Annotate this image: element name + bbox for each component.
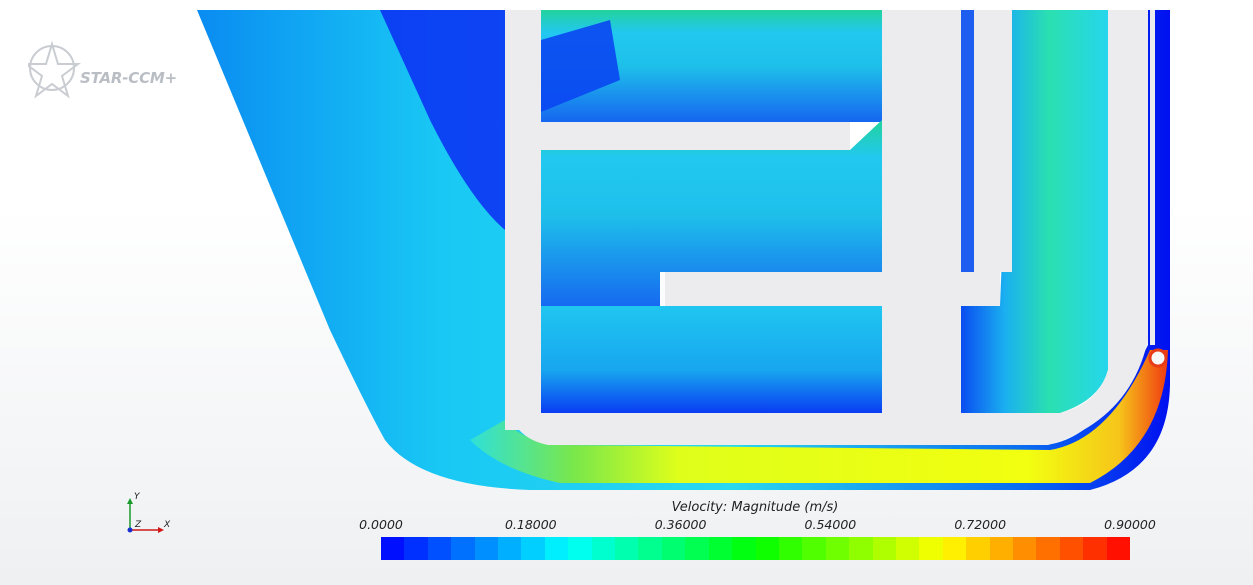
- right-channel-region: [961, 10, 1108, 413]
- star-logo-icon: [28, 40, 81, 99]
- colorbar-cell: [1059, 537, 1084, 560]
- colorbar-cell: [544, 537, 569, 560]
- upper-block-low-zone: [541, 20, 620, 112]
- colorbar-tick-label: 0.18000: [504, 517, 557, 532]
- colorbar-cell: [638, 537, 662, 560]
- colorbar-cell: [732, 537, 756, 560]
- bottom-high-velocity-band: [470, 350, 1168, 483]
- colorbar-tick-label: 0.72000: [954, 517, 1007, 532]
- right-edge-thin-wall: [1150, 10, 1155, 345]
- axis-triad-icon: [127, 498, 164, 533]
- colorbar[interactable]: [381, 537, 1130, 560]
- star-ccm-logo: STAR-CCM+: [28, 40, 218, 100]
- wall-vertical-middle: [882, 10, 961, 430]
- colorbar-cell: [427, 537, 452, 560]
- colorbar-cell: [661, 537, 686, 560]
- colorbar-cell: [615, 537, 639, 560]
- axis-y-label: Y: [134, 492, 140, 502]
- colorbar-cell: [568, 537, 592, 560]
- colorbar-cell: [895, 537, 920, 560]
- colorbar-tick-label: 0.0000: [359, 517, 403, 532]
- wall-vertical-left: [505, 10, 541, 430]
- colorbar-title: Velocity: Magnitude (m/s): [671, 500, 839, 515]
- colorbar-cell: [919, 537, 943, 560]
- colorbar-cell: [989, 537, 1013, 560]
- narrow-slot-region: [961, 10, 974, 272]
- colorbar-cell: [825, 537, 850, 560]
- colorbar-cell: [942, 537, 967, 560]
- colorbar-cell: [966, 537, 990, 560]
- axis-z-label: Z: [135, 520, 142, 530]
- middle-block-region: [541, 120, 882, 310]
- colorbar-cell: [521, 537, 545, 560]
- wall-vertical-right: [974, 10, 1012, 272]
- colorbar-cell: [872, 537, 896, 560]
- colorbar-cell: [381, 537, 405, 560]
- colorbar-tick-label: 0.54000: [804, 517, 857, 532]
- colorbar-cell: [404, 537, 428, 560]
- colorbar-cell: [591, 537, 616, 560]
- colorbar-cell: [498, 537, 522, 560]
- lower-block-region: [541, 306, 882, 413]
- wall-horizontal-top: [541, 122, 850, 150]
- colorbar-cell: [474, 537, 499, 560]
- colorbar-cell: [778, 537, 803, 560]
- colorbar-cell: [755, 537, 779, 560]
- colorbar-cell: [849, 537, 873, 560]
- logo-text: STAR-CCM+: [80, 69, 177, 87]
- colorbar-cell: [708, 537, 733, 560]
- colorbar-cell: [1083, 537, 1107, 560]
- colorbar-cell: [1106, 537, 1130, 560]
- colorbar-cell: [802, 537, 826, 560]
- hot-spot-corner: [1148, 348, 1168, 368]
- colorbar-cell: [451, 537, 475, 560]
- outer-low-velocity-zone: [380, 10, 505, 230]
- colorbar-cell: [1036, 537, 1060, 560]
- axis-triad[interactable]: Y Z X: [118, 488, 178, 538]
- colorbar-tick-label: 0.36000: [654, 517, 707, 532]
- colorbar-cell: [685, 537, 709, 560]
- axis-x-label: X: [164, 520, 171, 530]
- colorbar-cell: [1012, 537, 1037, 560]
- colorbar-tick-label: 0.90000: [1104, 517, 1156, 532]
